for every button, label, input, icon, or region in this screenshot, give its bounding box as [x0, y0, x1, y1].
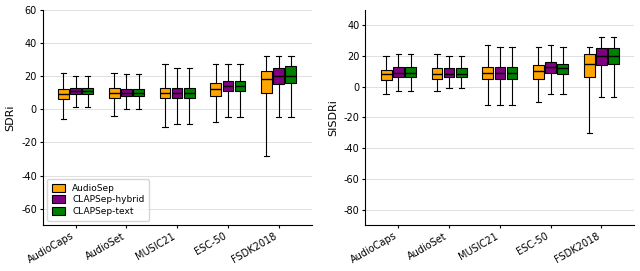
- PathPatch shape: [545, 62, 556, 73]
- Y-axis label: SDRi: SDRi: [6, 104, 15, 131]
- PathPatch shape: [184, 88, 195, 98]
- Legend: AudioSep, CLAPSep-hybrid, CLAPSep-text: AudioSep, CLAPSep-hybrid, CLAPSep-text: [47, 179, 149, 221]
- Y-axis label: SISDRi: SISDRi: [328, 99, 339, 136]
- PathPatch shape: [533, 65, 544, 79]
- PathPatch shape: [456, 68, 467, 78]
- PathPatch shape: [121, 89, 132, 96]
- PathPatch shape: [70, 88, 81, 94]
- PathPatch shape: [273, 68, 284, 84]
- PathPatch shape: [285, 66, 296, 83]
- PathPatch shape: [596, 48, 607, 65]
- PathPatch shape: [83, 88, 93, 94]
- PathPatch shape: [172, 88, 182, 98]
- PathPatch shape: [405, 67, 416, 78]
- PathPatch shape: [381, 70, 392, 80]
- PathPatch shape: [58, 89, 68, 99]
- PathPatch shape: [133, 89, 144, 96]
- PathPatch shape: [223, 81, 233, 91]
- PathPatch shape: [393, 67, 404, 78]
- PathPatch shape: [557, 63, 568, 74]
- PathPatch shape: [261, 71, 272, 93]
- PathPatch shape: [159, 88, 170, 98]
- PathPatch shape: [483, 67, 493, 79]
- PathPatch shape: [109, 88, 120, 98]
- PathPatch shape: [584, 54, 595, 78]
- PathPatch shape: [431, 68, 442, 79]
- PathPatch shape: [608, 48, 619, 63]
- PathPatch shape: [444, 68, 454, 78]
- PathPatch shape: [495, 67, 505, 79]
- PathPatch shape: [507, 67, 517, 79]
- PathPatch shape: [235, 81, 245, 91]
- PathPatch shape: [211, 83, 221, 96]
